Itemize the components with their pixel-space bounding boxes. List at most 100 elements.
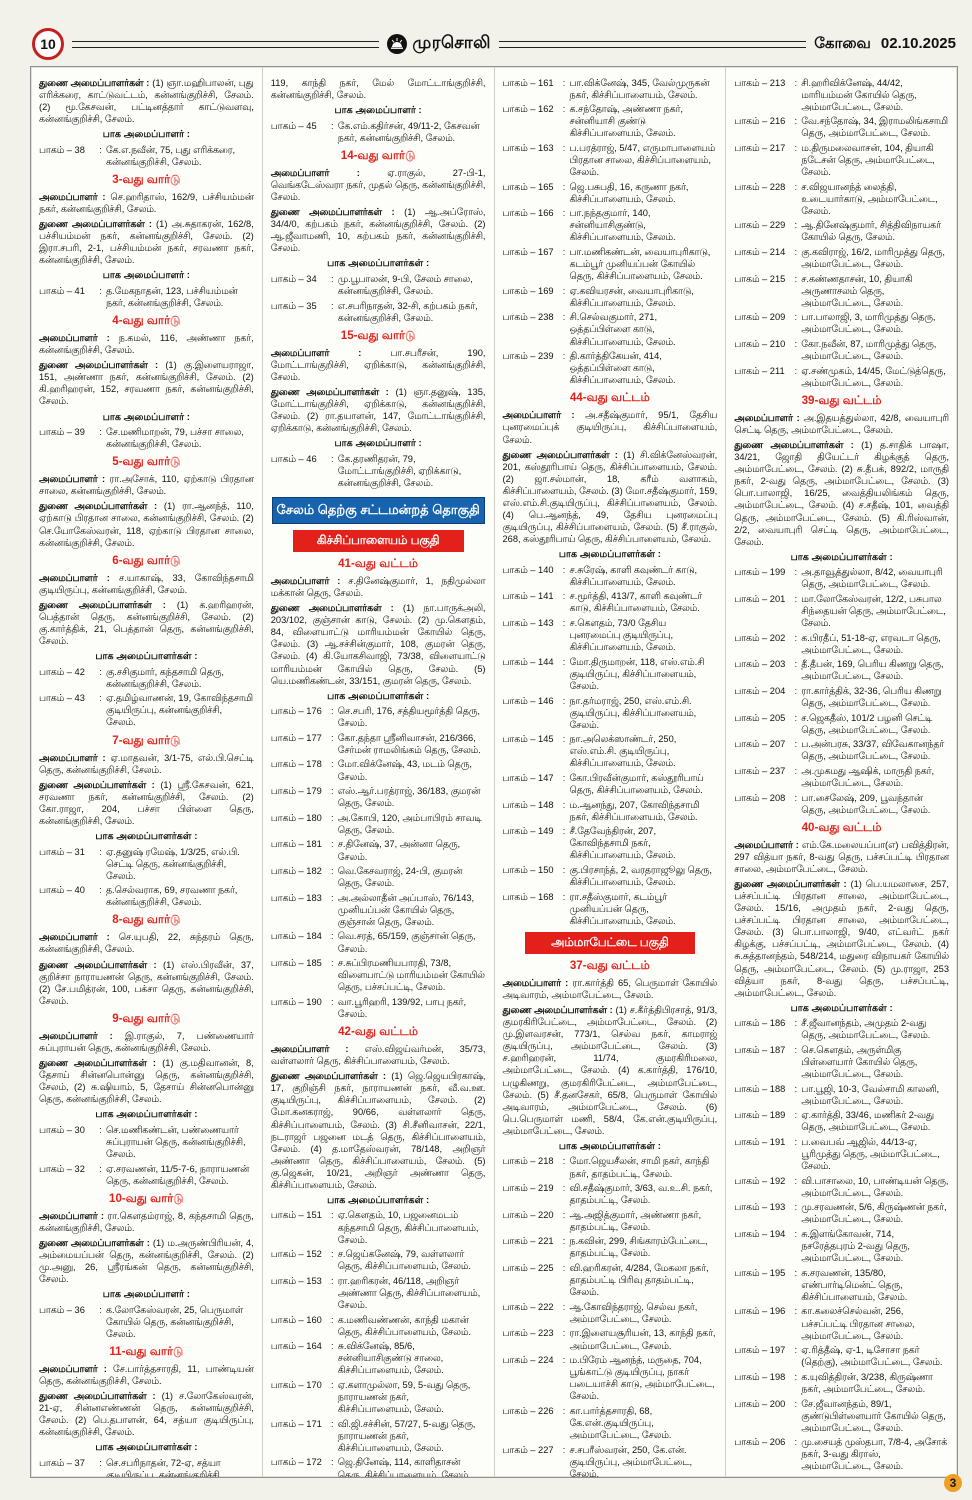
- organizer-paragraph: அமைப்பாளர் : செ.ஹரிதாஸ், 162/9, பச்சியம்…: [39, 191, 254, 215]
- organizer-role-label: துணை அமைப்பாளர்கள் :: [270, 386, 396, 397]
- part-address-text: ரா.இளையசூரியன், 13, காந்தி நகர், அம்மாபே…: [569, 1328, 716, 1351]
- part-number-label: பாகம் – 210: [734, 339, 786, 350]
- part-address-text: நா.தர்மராஜ், 250, எஸ்.எம்.சி. குடியிருப்…: [569, 695, 697, 730]
- organizer-paragraph: அமைப்பாளர் : ச.தினேஷ்குமார், 1, நதிமுல்ல…: [270, 575, 486, 599]
- part-colon: :: [562, 1263, 566, 1274]
- part-number-label: பாகம் – 203: [734, 659, 786, 670]
- part-entry: பாகம் – 167: பா.மணிகண்டன், வையாபுரிகாடு, …: [503, 246, 718, 282]
- part-address-text: ச.ஜெய்கனேஷ், 79, வள்ளலார் தெரு, கிச்சிப்…: [337, 1249, 471, 1272]
- part-number-label: பாகம் – 34: [270, 273, 317, 284]
- part-address-text: கோ.தந்தா ஸ்ரீனிவாசன், 216/366, சேர்மன் ர…: [337, 732, 481, 755]
- part-address-text: மு.சையத் முஸ்தபா, 7/8-4, அசோக் நகர், 3-வ…: [801, 1437, 948, 1472]
- part-entry: பாகம் – 199: அ.தாவூத்துல்லா, 8/42, வையாபு…: [734, 566, 949, 590]
- organizer-paragraph: துணை அமைப்பாளர்கள் : (1) பெ.யமலாசை, 257,…: [734, 878, 949, 998]
- organizer-paragraph: துணை அமைப்பாளர்கள் : (1) க.ஹரிஹரன், பெத்…: [39, 599, 254, 647]
- part-number-label: பாகம் – 179: [270, 786, 322, 797]
- part-entry: பாகம் – 149: சீ.தேவேந்திரன், 207, கோவிந்த…: [503, 825, 718, 861]
- part-number-label: பாகம் – 199: [734, 567, 786, 578]
- part-entry: பாகம் – 187: செ.கௌதம், அருள்மிகு பிள்ளையா…: [734, 1044, 949, 1080]
- part-address-text: ஏ.கார்த்தி, 33/46, மணிகர் 2-வது தெரு, அம…: [801, 1110, 934, 1133]
- part-entry: பாகம் – 177: கோ.தந்தா ஸ்ரீனிவாசன், 216/36…: [271, 732, 486, 756]
- role-heading: பாக அமைப்பாளர்கள் :: [327, 258, 430, 270]
- area-banner: கிச்சிப்பாளையம் பகுதி: [292, 529, 464, 552]
- part-address-text: ஆ.கோவிந்தராஜ், செல்வ நகர், அம்மாபேட்டை, …: [569, 1301, 698, 1324]
- area-banner: அம்மாபேட்டை பகுதி: [524, 931, 696, 954]
- part-colon: :: [562, 351, 566, 362]
- part-colon: :: [794, 365, 798, 376]
- part-number-label: பாகம் – 141: [502, 591, 554, 602]
- part-entry: பாகம் – 226: கா.பார்த்தசாரதி, 68, கே.என்.…: [503, 1405, 718, 1441]
- part-number-label: பாகம் – 205: [734, 712, 786, 723]
- part-entry: பாகம் – 40: த.செல்வராக, 69, சரவணா நகர், க…: [39, 884, 254, 908]
- part-colon: :: [562, 181, 566, 192]
- part-number-label: பாகம் – 226: [502, 1405, 554, 1416]
- part-address-text: ச.மூர்த்தி, 413/7, காளி கவுண்டர் காடு, க…: [569, 591, 703, 614]
- part-colon: :: [330, 1275, 334, 1286]
- part-colon: :: [562, 618, 566, 629]
- role-heading: பாக அமைப்பாளர் :: [102, 129, 190, 141]
- part-entry: பாகம் – 43: ஏ.தமிழ்வாணன், 19, கோவிந்தசாமி…: [39, 692, 254, 728]
- part-colon: :: [794, 142, 798, 153]
- part-entry: பாகம் – 194: சு.இளங்கோவன், 714, நசரேத்தபு…: [734, 1228, 949, 1264]
- ward-heading: 5-வது வார்டு: [112, 455, 181, 469]
- part-address-text: ரா.கார்த்திக், 32-36, பெரிய கிணறு தெரு, …: [801, 685, 942, 709]
- part-entry: பாகம் – 151: ஏ.கௌதம், 10, பஜனைமடம் கந்தசா…: [271, 1209, 486, 1245]
- part-entry: பாகம் – 183: அ.அல்லாதீன் அப்பாஸ், 76/143,…: [271, 892, 486, 928]
- part-colon: :: [330, 1418, 334, 1429]
- part-entry: பாகம் – 169: ஏ.கவியரசன், வையாபுரிகாடு, கி…: [503, 285, 718, 309]
- part-address-text: பா.சைலேஷ், 209, பூவந்தான் தெரு, அம்மாபேட…: [801, 792, 931, 815]
- part-colon: :: [330, 866, 334, 877]
- organizer-paragraph: அமைப்பாளர் : ரா.கௌதம்ராஜ், 8, கந்தசாமி த…: [39, 1210, 254, 1233]
- part-colon: :: [794, 1136, 798, 1147]
- part-number-label: பாகம் – 163: [502, 142, 554, 153]
- part-entry: பாகம் – 179: எஸ்.ஆர்.பரத்ராஜ், 36/183, கு…: [271, 785, 486, 809]
- organizer-role-label: அமைப்பாளர் :: [39, 474, 110, 485]
- part-entry: பாகம் – 238: சி.செல்வகுமார், 271, ஒத்தப்ப…: [503, 311, 718, 347]
- part-entry: பாகம் – 192: வி.பாசாலை, 10, பாண்டியன் தெர…: [734, 1175, 949, 1199]
- part-number-label: பாகம் – 209: [734, 312, 786, 323]
- part-number-label: பாகம் – 160: [270, 1314, 322, 1325]
- part-colon: :: [562, 208, 566, 219]
- part-address-text: பா.நந்தகுமார், 140, சன்னியாசிகுண்டு, கிச…: [569, 208, 676, 243]
- role-heading: பாக அமைப்பாளர்கள் :: [327, 1194, 430, 1206]
- part-colon: :: [794, 1083, 798, 1094]
- part-address-text: ஏ.தமிழ்வாணன், 19, கோவிந்தசாமி குடியிருப்…: [106, 693, 253, 728]
- ward-heading: 6-வது வார்டு: [112, 553, 181, 567]
- part-entry: பாகம் – 180: அ.கோபி, 120, அம்பாபிரம் சாவட…: [271, 812, 486, 836]
- part-entry: பாகம் – 218: மோ.ஜெயசீலன், சாமி நகர், காந்…: [503, 1155, 718, 1179]
- masthead-title: முரசொலி: [412, 33, 491, 52]
- organizer-paragraph: துணை அமைப்பாளர்கள் : (1) நா.பாருக்அலி, 2…: [270, 603, 486, 686]
- part-address-text: தி.கார்த்திகேயன், 414, ஒத்தப்பிள்ளை காடு…: [569, 351, 676, 386]
- part-colon: :: [794, 659, 798, 670]
- part-colon: :: [794, 792, 798, 803]
- part-colon: :: [794, 593, 798, 604]
- part-address-text: ஏ.கவியரசன், வையாபுரிகாடு, கிச்சிப்பாளையம…: [569, 285, 694, 308]
- part-address-text: ரா.ஹரிகரன், 46/118, அறிஞர் அண்ணா தெரு, க…: [337, 1275, 481, 1311]
- part-colon: :: [794, 1345, 798, 1356]
- organizer-paragraph: அமைப்பாளர் : ரா.அசோக், 110, ஏற்காடு பிரத…: [39, 474, 254, 497]
- part-number-label: பாகம் – 181: [270, 839, 322, 850]
- part-entry: பாகம் – 196: கா.கலைச்செல்வன், 256, பச்சப்…: [734, 1305, 949, 1341]
- part-address-text: வி.ஜி.சச்சின், 57/27, 5-வது தெரு, நாராயண…: [337, 1418, 476, 1453]
- part-colon: :: [330, 892, 334, 903]
- organizer-paragraph: துணை அமைப்பாளர்கள் : (1) ம.அருண்பிரியன்,…: [39, 1237, 254, 1285]
- part-number-label: பாகம் – 166: [502, 208, 554, 219]
- part-number-label: பாகம் – 221: [502, 1236, 554, 1247]
- organizer-role-label: அமைப்பாளர் :: [39, 752, 111, 763]
- part-entry: பாகம் – 198: க.யுவித்திரன், 3/238, கிருஷ்…: [734, 1371, 949, 1395]
- part-number-label: பாகம் – 35: [270, 300, 317, 311]
- part-colon: :: [794, 1110, 798, 1121]
- part-address-text: கோ.நவீன், 87, மாரிமுத்து தெரு, அம்மாபேட்…: [801, 339, 937, 362]
- part-address-text: கே.தரணிதரன், 79, மோட்டாங்குறிச்சி, ஏறிக்…: [337, 453, 462, 488]
- part-colon: :: [330, 300, 334, 311]
- organizer-paragraph: துணை அமைப்பாளர்கள் : (1) ஞா.தனுஷ், 135, …: [270, 386, 486, 434]
- organizer-role-label: அமைப்பாளர் :: [502, 977, 573, 988]
- part-colon: :: [99, 885, 102, 896]
- part-address-text: செ.சபரி, 176, சத்தியமூர்த்தி தெரு, சேலம்…: [337, 706, 481, 729]
- organizer-role-label: துணை அமைப்பாளர்கள் :: [39, 360, 166, 371]
- ward-heading: 39-வது வட்டம்: [801, 393, 882, 407]
- organizer-paragraph: துணை அமைப்பாளர்கள் : (1) சி.விக்னேஸ்வரன்…: [502, 449, 718, 545]
- part-colon: :: [794, 1306, 798, 1317]
- part-colon: :: [562, 772, 566, 783]
- part-address-text: பா.விக்னேஷ், 345, வேல்முருகன் நகர், கிச்…: [569, 77, 710, 100]
